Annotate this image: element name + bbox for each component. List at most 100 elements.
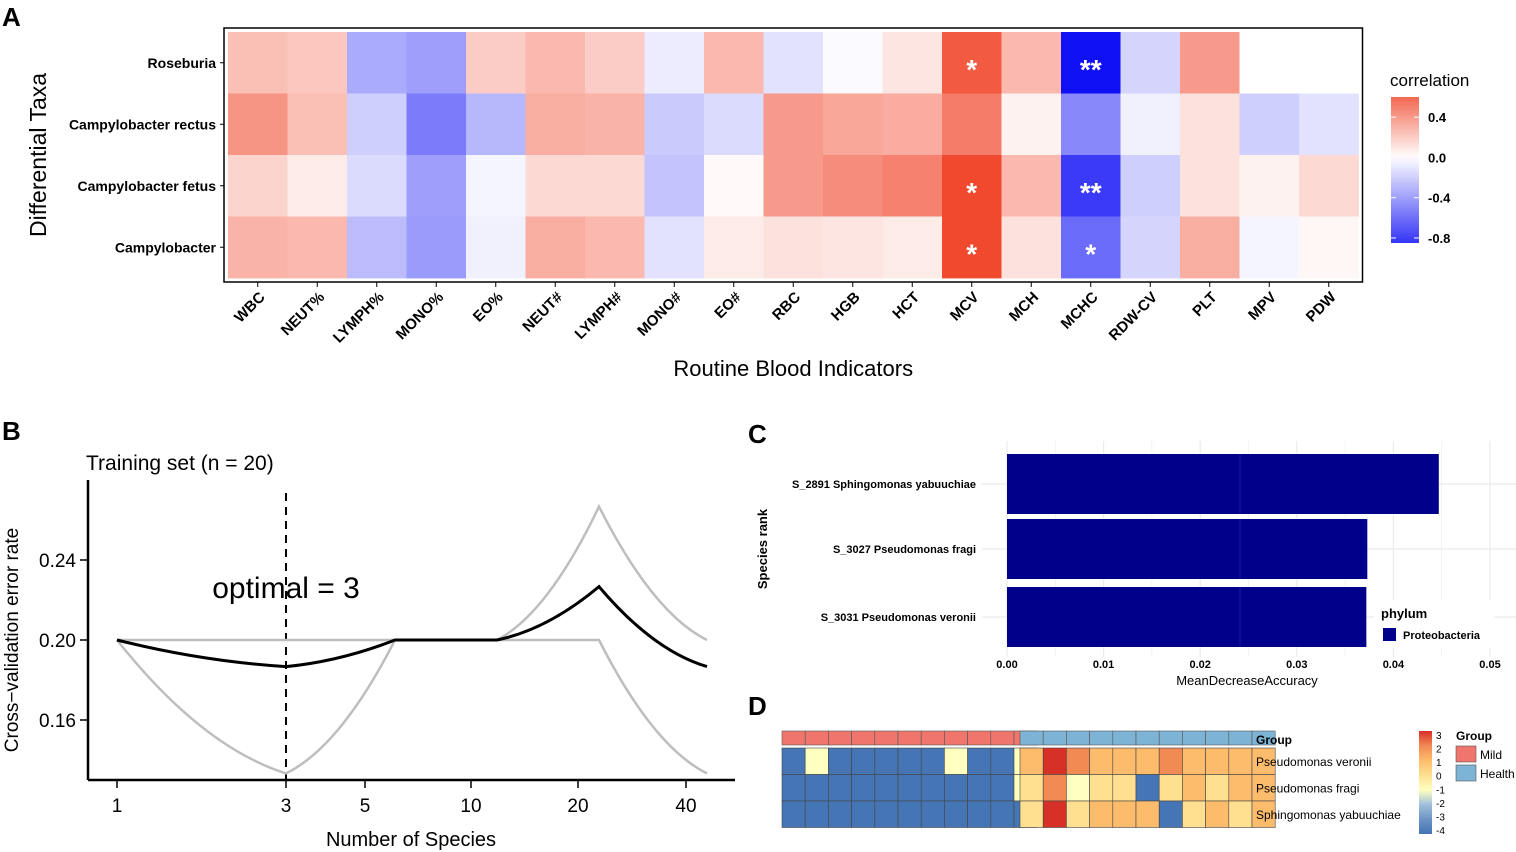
- col-label: MONO#: [634, 288, 685, 339]
- heatmap-cell: [920, 800, 945, 828]
- significance-mark: *: [966, 238, 977, 269]
- heatmap-cell: [644, 32, 705, 94]
- heatmap-cell: [1239, 93, 1300, 156]
- panel-label-d: D: [748, 691, 767, 721]
- col-label: HGB: [828, 289, 864, 325]
- heatmap-cell: [1001, 32, 1062, 94]
- legend-label: Proteobacteria: [1403, 630, 1481, 642]
- heatmap-cell: [1180, 155, 1240, 217]
- row-label: Pseudomonas veronii: [1256, 755, 1371, 769]
- heatmap-cell: [585, 93, 645, 156]
- heatmap-cell: [585, 155, 645, 217]
- optimal-annotation: optimal = 3: [212, 572, 360, 605]
- legend-tick-label: -0.4: [1428, 191, 1451, 206]
- heatmap-cell: [1135, 774, 1160, 802]
- heatmap-cell: [1180, 93, 1240, 156]
- heatmap-cell: [1066, 747, 1090, 775]
- heatmap-cell: [944, 747, 968, 775]
- heatmap-cell: [228, 155, 288, 217]
- heatmap-cell: [1299, 216, 1359, 279]
- heatmap-cell: [1239, 216, 1300, 279]
- heatmap-cell: [1112, 800, 1137, 828]
- heatmap-cell: [1089, 747, 1114, 775]
- heatmap-cell: [942, 93, 1002, 156]
- legend-tick-label: 0: [1436, 772, 1442, 783]
- group-legend-swatch: [1455, 745, 1477, 763]
- col-label: RBC: [769, 289, 804, 324]
- heatmap-cell: [347, 155, 407, 217]
- y-axis-title: Cross−validation error rate: [2, 528, 23, 752]
- bar-category-label: S_2891 Sphingomonas yabuuchiae: [792, 479, 976, 491]
- group-annotation-cell: [1182, 730, 1206, 746]
- heatmap-cell: [644, 93, 705, 156]
- heatmap-cell: [781, 747, 806, 775]
- col-label: LYMPH%: [330, 289, 388, 347]
- heatmap-cell: [823, 93, 883, 156]
- heatmap-cell: [882, 32, 943, 94]
- heatmap-cell: [1205, 800, 1230, 828]
- x-tick-label: 0.03: [1286, 659, 1307, 671]
- group-annotation-cell: [1042, 730, 1067, 746]
- heatmap-cell: [967, 747, 992, 775]
- heatmap-cell: [942, 155, 1002, 217]
- x-tick-label: 1: [112, 796, 123, 817]
- heatmap-cell: [525, 32, 586, 94]
- heatmap-cell: [990, 747, 1015, 775]
- heatmap-cell: [1120, 32, 1181, 94]
- heatmap-cell: [1061, 216, 1121, 279]
- significance-mark: *: [1085, 238, 1096, 269]
- heatmap-cell: [466, 155, 526, 217]
- heatmap-cell: [1061, 32, 1121, 94]
- heatmap-cell: [1112, 774, 1137, 802]
- heatmap-cell: [1158, 774, 1183, 802]
- heatmap-cell: [585, 32, 645, 94]
- heatmap-cell: [1019, 774, 1044, 802]
- heatmap-cell: [1019, 747, 1044, 775]
- heatmap-cell: [1228, 747, 1253, 775]
- panel-label-a: A: [2, 2, 21, 32]
- annotation-row-label: Group: [1256, 733, 1292, 747]
- legend-tick-label: -1: [1436, 785, 1445, 796]
- group-annotation-cell: [1112, 730, 1137, 746]
- heatmap-cell: [828, 747, 852, 775]
- heatmap-cell: [874, 800, 899, 828]
- legend-tick-label: -4: [1436, 826, 1445, 837]
- group-legend-label: Health: [1480, 767, 1515, 781]
- heatmap-cell: [228, 216, 288, 279]
- heatmap-cell: [1112, 747, 1137, 775]
- col-label: HCT: [889, 289, 923, 323]
- x-tick-label: 0.05: [1479, 659, 1500, 671]
- heatmap-cell: [1135, 800, 1160, 828]
- chart-title: Training set (n = 20): [86, 452, 274, 475]
- heatmap-cell: [1135, 747, 1160, 775]
- heatmap-cell: [228, 93, 288, 156]
- col-label: MCV: [947, 289, 983, 325]
- heatmap-cell: [704, 155, 764, 217]
- heatmap-cell: [287, 216, 348, 279]
- heatmap-cell: [585, 216, 645, 279]
- heatmap-cell: [1182, 800, 1206, 828]
- heatmap-cell: [525, 155, 586, 217]
- heatmap-cell: [1019, 800, 1044, 828]
- significance-mark: *: [966, 177, 977, 208]
- bar-category-label: S_3027 Pseudomonas fragi: [833, 544, 976, 556]
- heatmap-cell: [1001, 216, 1062, 279]
- x-tick-label: 0.00: [996, 659, 1017, 671]
- group-annotation-cell: [781, 730, 806, 746]
- col-label: MONO%: [393, 289, 447, 343]
- col-label: LYMPH#: [572, 288, 627, 343]
- series-line-replicate-2: [116, 638, 708, 775]
- heatmap-cell: [882, 93, 943, 156]
- legend-tick-label: -3: [1436, 812, 1445, 823]
- x-axis-title: Routine Blood Indicators: [673, 356, 913, 381]
- heatmap-cell: [347, 216, 407, 279]
- heatmap-cell: [1228, 800, 1253, 828]
- group-annotation-cell: [1228, 730, 1253, 746]
- x-tick-label: 20: [567, 796, 588, 817]
- group-annotation-cell: [1135, 730, 1160, 746]
- bar: [1007, 587, 1367, 647]
- heatmap-cell: [828, 774, 852, 802]
- heatmap-cell: [406, 216, 467, 279]
- heatmap-cell: [347, 93, 407, 156]
- y-axis-title: Species rank: [755, 508, 770, 589]
